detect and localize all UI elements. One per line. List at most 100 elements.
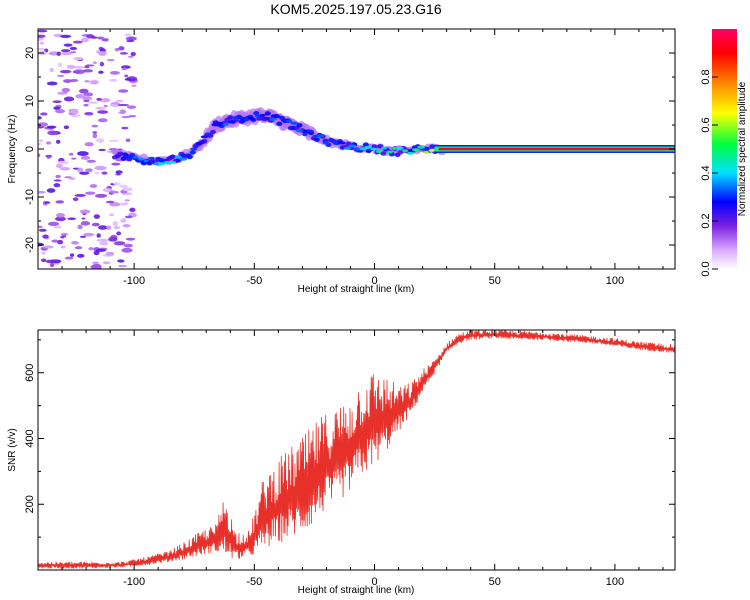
spectrogram-noise-cell <box>109 236 114 241</box>
spectrogram-ridge-core <box>322 141 330 145</box>
spectrogram-noise-cell <box>71 157 77 160</box>
spectrogram-ridge-core <box>280 118 287 122</box>
spectrogram-noise-cell <box>120 218 127 223</box>
spectrogram-noise-cell <box>84 65 90 69</box>
spectrogram-ridge-core <box>200 135 208 139</box>
spectrogram-noise-cell <box>92 261 99 264</box>
spectrogram-noise-cell <box>119 52 129 55</box>
spectrogram-noise-cell <box>109 202 121 207</box>
spectrogram-noise-cell <box>38 225 43 229</box>
spectrogram-noise-cell <box>74 246 83 250</box>
spectrogram-ridge-core <box>137 157 144 161</box>
spectrogram-noise-cell <box>73 69 86 75</box>
spectrogram-ridge-core <box>402 149 409 153</box>
snr-panel: -100 -50 0 50 100 200 400 600 Height of straigh… <box>7 329 676 596</box>
colorbar: 0.0 0.2 0.4 0.6 0.8 Normalized spectral ampl… <box>700 29 748 277</box>
spectrogram-noise-cell <box>60 245 66 249</box>
spectrogram-noise-cell <box>38 29 48 33</box>
spectrogram-noise-cell <box>44 201 51 204</box>
spectrogram-ridge-core <box>375 149 383 153</box>
spectrogram-ridge-core <box>207 132 213 136</box>
spectrogram-ridge-core <box>275 115 282 119</box>
spectrogram-ridge-cell <box>313 137 320 142</box>
spectrogram-noise-cell <box>113 225 121 230</box>
spectrogram-noise-cell <box>84 64 95 67</box>
spectrogram-noise-cell <box>82 69 94 73</box>
spectrogram-noise-cell <box>78 88 89 94</box>
spectrogram-ridge-core <box>148 156 155 160</box>
spectrogram-noise-cell <box>63 125 70 130</box>
spectrogram-noise-cell <box>46 188 56 193</box>
spectrogram-ridge-core <box>312 134 319 138</box>
spectrogram-noise-cell <box>95 265 102 269</box>
spectrogram-noise-cell <box>69 253 75 257</box>
spectrogram-ridge-cell <box>227 115 234 120</box>
spectrogram-noise-cell <box>95 248 106 252</box>
spectrogram-noise-cell <box>95 138 105 143</box>
spectrogram-noise-cell <box>130 52 136 57</box>
spectrogram-noise-cell <box>121 67 127 71</box>
spectrogram-noise-cell <box>84 80 90 83</box>
spectrogram-noise-cell <box>85 168 93 173</box>
snr-ytick-label: 600 <box>24 364 36 382</box>
spectrogram-noise-cell <box>117 264 128 268</box>
spectrogram-ridge-core <box>343 146 351 150</box>
spectrogram-noise-cell <box>64 176 72 179</box>
spectrogram-noise-cell <box>95 193 107 198</box>
spectrogram-ridge-core <box>217 121 224 125</box>
spectrogram-noise-cell <box>101 171 108 175</box>
spectrogram-noise-cell <box>55 200 65 204</box>
spectrogram-noise-cell <box>56 51 61 56</box>
spectrogram-noise-cell <box>56 212 66 218</box>
spectrogram-noise-cell <box>86 159 96 163</box>
spectrogram-noise-cell <box>38 122 49 127</box>
spectrogram-ridge-core <box>370 147 377 151</box>
spectrogram-noise-cell <box>91 81 98 84</box>
colorbar-tick-label: 0.4 <box>700 165 712 180</box>
spectrogram-noise-cell <box>52 100 62 103</box>
spectrogram-ridge-core <box>285 119 293 123</box>
spectrogram-noise-cell <box>94 171 100 175</box>
spectrogram-noise-cell <box>80 221 91 226</box>
snr-series-line <box>38 330 675 569</box>
spectrogram-noise-cell <box>109 213 114 217</box>
spectrogram-noise-cell <box>43 245 54 249</box>
spectrogram-noise-cell <box>73 56 84 61</box>
spectrogram-ridge-core <box>122 152 128 156</box>
spectrogram-noise-cell <box>59 167 71 171</box>
spectrogram-noise-cell <box>121 247 133 253</box>
spectrogram-ridge-core <box>227 120 235 124</box>
spectrogram-noise-cell <box>84 111 94 116</box>
spectrogram-noise-cell <box>53 225 62 229</box>
spectrogram-ridge-core <box>190 147 198 151</box>
spectrogram-ridge-core <box>238 116 245 120</box>
spectrogram-ridge-cell <box>296 123 303 128</box>
spectrogram-ridge-core <box>428 148 435 152</box>
spectrogram-noise-cell <box>115 173 121 176</box>
spectrogram-carrier-core <box>438 147 675 151</box>
spectrogram-noise-cell <box>111 162 121 166</box>
spectrogram-ridge-core <box>211 123 219 127</box>
spectrogram-noise-cell <box>77 167 84 173</box>
spectrogram-noise-cell <box>60 233 69 236</box>
snr-ytick-label: 200 <box>24 495 36 513</box>
spectrogram-ridge-core <box>396 146 404 150</box>
spectrogram-noise-cell <box>117 259 125 263</box>
spectrogram-noise-cell <box>108 139 120 142</box>
spectrogram-noise-cell <box>97 118 108 123</box>
spectrogram-noise-cell <box>97 36 104 40</box>
spectrogram-noise-cell <box>38 190 46 194</box>
snr-xtick-label: 50 <box>489 576 501 588</box>
spectrogram-noise-cell <box>69 78 79 82</box>
spectrogram-noise-cell <box>38 142 42 146</box>
spectrogram-noise-cell <box>46 155 51 159</box>
spectrogram-noise-cell <box>38 153 41 158</box>
spectrogram-ridge-core <box>232 116 240 120</box>
spectrogram-noise-cell <box>102 187 113 193</box>
spectrogram-noise-cell <box>126 39 135 43</box>
spectrogram-noise-cell <box>109 78 118 82</box>
spectrogram-noise-cell <box>53 179 62 182</box>
spectrogram-noise-cell <box>63 96 75 102</box>
spectrogram-noise-cell <box>77 224 83 230</box>
